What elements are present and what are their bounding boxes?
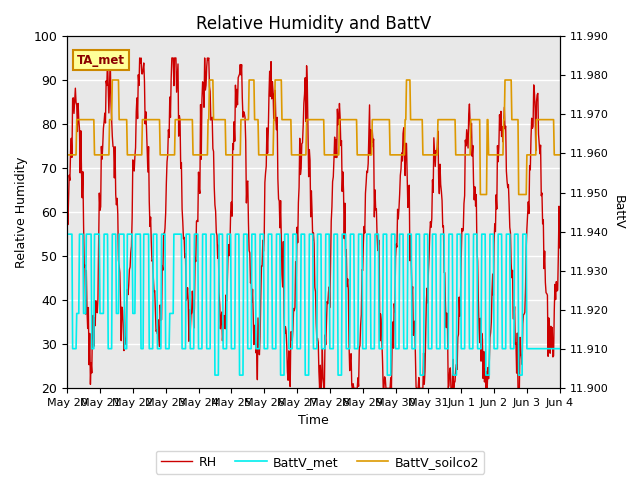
- Line: BattV_soilco2: BattV_soilco2: [67, 80, 560, 194]
- Legend: RH, BattV_met, BattV_soilco2: RH, BattV_met, BattV_soilco2: [156, 451, 484, 474]
- Title: Relative Humidity and BattV: Relative Humidity and BattV: [196, 15, 431, 33]
- Y-axis label: BattV: BattV: [612, 195, 625, 229]
- Text: TA_met: TA_met: [77, 54, 125, 67]
- Line: RH: RH: [67, 58, 560, 388]
- X-axis label: Time: Time: [298, 414, 329, 427]
- Y-axis label: Relative Humidity: Relative Humidity: [15, 156, 28, 268]
- Line: BattV_met: BattV_met: [67, 234, 560, 375]
